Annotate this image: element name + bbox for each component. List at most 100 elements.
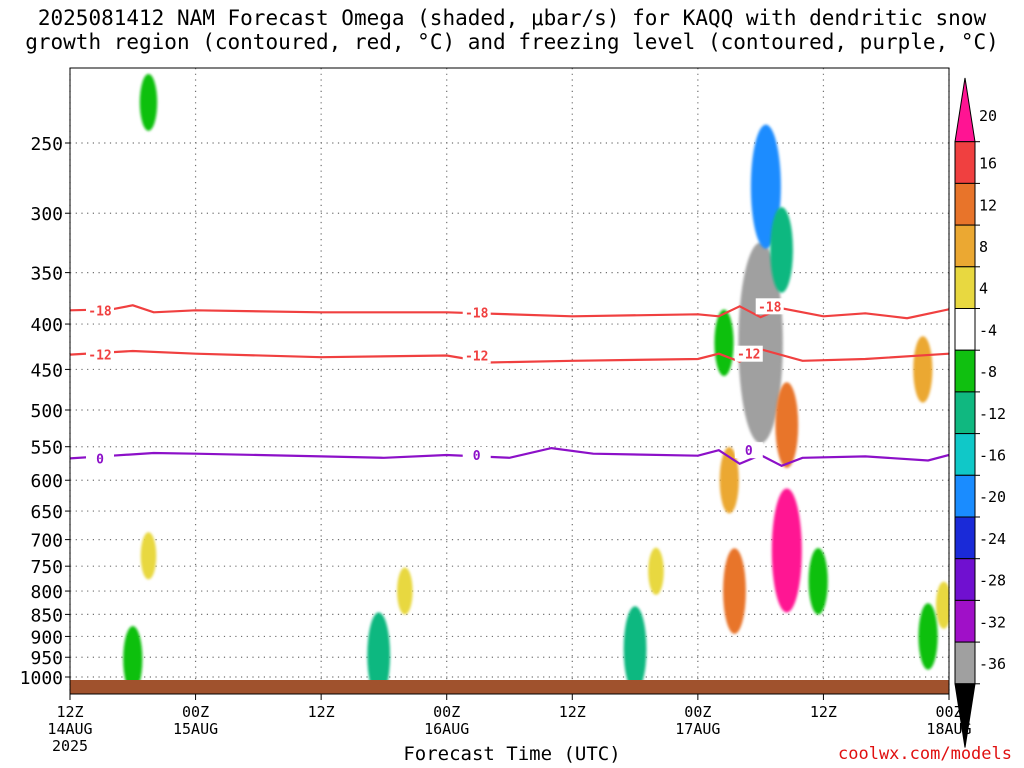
x-tick-label: 16AUG xyxy=(424,720,469,738)
colorbar-label: -8 xyxy=(979,363,997,381)
contour-label: -12 xyxy=(465,349,488,364)
colorbar-label: 16 xyxy=(979,155,997,173)
y-tick-label: 800 xyxy=(30,582,63,603)
colorbar-swatch xyxy=(954,182,976,226)
colorbar-label: -16 xyxy=(979,446,1006,464)
omega-feature xyxy=(367,612,391,694)
x-tick-label: 14AUG xyxy=(47,720,92,738)
colorbar-label: -24 xyxy=(979,530,1006,548)
contour-label-bg xyxy=(755,298,784,315)
omega-feature xyxy=(918,603,938,670)
omega-feature xyxy=(139,74,158,131)
contour-label: -18 xyxy=(758,300,782,315)
colorbar-label: -20 xyxy=(979,488,1006,506)
y-tick-label: 450 xyxy=(30,360,63,381)
contour-line xyxy=(70,304,949,320)
contour-label: -18 xyxy=(88,304,112,319)
contour-label: 0 xyxy=(473,449,481,464)
contour-line xyxy=(70,446,949,468)
colorbar-label: -4 xyxy=(979,321,997,339)
x-tick-label: 00Z xyxy=(433,703,460,721)
colorbar-swatch xyxy=(954,308,976,351)
omega-feature xyxy=(140,532,157,580)
x-tick-label: 12Z xyxy=(559,703,586,721)
y-tick-label: 550 xyxy=(30,438,63,459)
omega-feature xyxy=(714,309,734,377)
x-tick-label: 00Z xyxy=(935,703,962,721)
x-tick-label: 15AUG xyxy=(173,720,218,738)
colorbar-label: 20 xyxy=(979,107,997,125)
colorbar-label: -12 xyxy=(979,405,1006,423)
colorbar-swatch xyxy=(954,141,976,184)
omega-feature xyxy=(750,124,781,249)
colorbar-swatch xyxy=(954,474,976,518)
y-tick-label: 400 xyxy=(30,315,63,336)
y-axis: 2503003504004505005506006507007508008509… xyxy=(20,134,70,689)
x-tick-label: 12Z xyxy=(56,703,83,721)
contour-label-bg xyxy=(86,302,114,319)
colorbar-label: -32 xyxy=(979,613,1006,631)
colorbar-swatch xyxy=(954,683,976,748)
y-tick-label: 600 xyxy=(30,471,63,492)
y-tick-label: 500 xyxy=(30,401,63,422)
omega-feature xyxy=(913,336,933,403)
contour-label-bg xyxy=(462,304,491,321)
colorbar-swatch xyxy=(954,224,976,268)
omega-feature xyxy=(397,567,413,615)
colorbar-swatch xyxy=(954,558,976,601)
chart-title-line1: 2025081412 NAM Forecast Omega (shaded, μ… xyxy=(37,6,987,30)
x-tick-label: 2025 xyxy=(52,737,88,755)
y-tick-label: 700 xyxy=(30,531,63,552)
y-tick-label: 850 xyxy=(30,605,63,626)
credit-link[interactable]: coolwx.com/models xyxy=(838,744,1012,764)
contour-label: -12 xyxy=(737,348,760,363)
grid-lines xyxy=(69,68,950,694)
contour-label: 0 xyxy=(96,452,104,467)
ground-surface xyxy=(70,680,949,694)
temperature-contours: -18 -18 -18 -12 -12 -12 0 0 0 xyxy=(70,298,949,467)
x-axis-title: Forecast Time (UTC) xyxy=(403,743,621,765)
y-tick-label: 650 xyxy=(30,502,63,523)
omega-feature xyxy=(719,447,739,514)
contour-label-bg xyxy=(86,346,114,363)
y-tick-label: 950 xyxy=(30,648,63,669)
omega-feature xyxy=(775,382,799,468)
contour-label: -12 xyxy=(88,349,111,364)
colorbar-swatch xyxy=(954,266,976,309)
colorbar-swatch xyxy=(954,391,976,435)
y-tick-label: 350 xyxy=(30,264,63,285)
y-tick-label: 750 xyxy=(30,557,63,578)
contour-label-bg xyxy=(86,450,114,467)
colorbar-label: -28 xyxy=(979,572,1006,590)
y-tick-label: 900 xyxy=(30,627,63,648)
x-tick-label: 18AUG xyxy=(926,720,971,738)
y-tick-label: 1000 xyxy=(20,668,63,689)
y-tick-label: 250 xyxy=(30,134,63,155)
omega-feature xyxy=(738,242,783,444)
colorbar-label: 12 xyxy=(979,196,997,214)
omega-feature xyxy=(123,626,143,693)
omega-feature xyxy=(771,488,802,613)
contour-label-bg xyxy=(734,345,763,362)
contour-label: -18 xyxy=(465,306,489,321)
y-tick-label: 300 xyxy=(30,204,63,225)
omega-feature xyxy=(935,581,949,629)
omega-feature xyxy=(648,547,664,595)
colorbar-swatch xyxy=(954,433,976,476)
colorbar-swatch xyxy=(954,77,976,143)
colorbar-swatch xyxy=(954,516,976,560)
contour-line xyxy=(70,348,949,364)
x-tick-label: 12Z xyxy=(308,703,335,721)
colorbar-label: 8 xyxy=(979,238,988,256)
colorbar-swatch xyxy=(954,641,976,685)
x-tick-label: 00Z xyxy=(684,703,711,721)
contour-label: 0 xyxy=(745,444,753,459)
chart-title-line2: growth region (contoured, red, °C) and f… xyxy=(25,30,999,54)
omega-feature xyxy=(623,606,647,692)
plot-frame xyxy=(69,67,950,695)
colorbar-swatch xyxy=(954,599,976,643)
omega-feature xyxy=(723,548,746,634)
colorbar-swatch xyxy=(954,349,976,393)
